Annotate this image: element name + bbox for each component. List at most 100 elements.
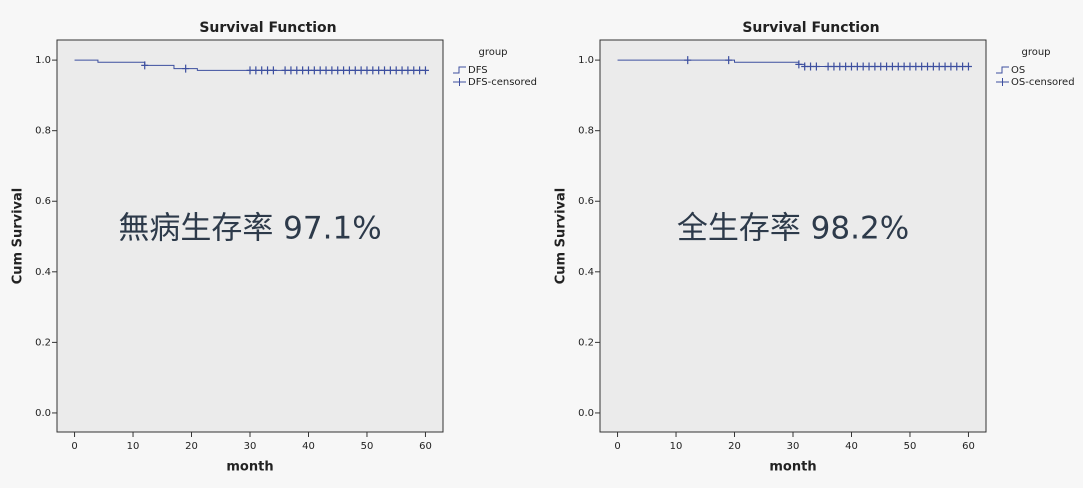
legend-title: group — [478, 47, 507, 58]
x-tick-label: 10 — [670, 441, 683, 452]
plot-area — [599, 39, 987, 433]
censor-mark — [386, 66, 394, 75]
censor-mark — [410, 66, 418, 75]
x-tick-label: 60 — [962, 441, 975, 452]
censor-mark — [959, 62, 967, 71]
censor-mark — [340, 66, 348, 75]
chart: Survival Function month Cum Survival 無病生存率 … — [11, 20, 537, 475]
censor-mark — [357, 66, 365, 75]
censor-mark — [964, 62, 972, 71]
censor-mark — [299, 66, 307, 75]
censor-mark — [929, 62, 937, 71]
censor-mark — [252, 66, 260, 75]
censor-mark — [334, 66, 342, 75]
x-tick-label: 60 — [419, 441, 432, 452]
censor-mark — [421, 66, 429, 75]
censor-mark — [953, 62, 961, 71]
y-tick-label: 1.0 — [35, 55, 51, 66]
censor-mark — [398, 66, 406, 75]
chart-title: Survival Function — [199, 20, 336, 36]
censor-mark — [888, 62, 896, 71]
y-tick-label: 0.2 — [578, 337, 594, 348]
censor-mark — [812, 62, 820, 71]
x-tick-label: 30 — [787, 441, 800, 452]
x-tick-label: 20 — [185, 441, 198, 452]
y-tick-label: 0.4 — [35, 267, 51, 278]
y-axis-label: Cum Survival — [554, 188, 569, 285]
censor-mark — [824, 62, 832, 71]
censor-mark — [322, 66, 330, 75]
censor-mark — [842, 62, 850, 71]
x-tick-label: 30 — [244, 441, 257, 452]
censor-mark — [328, 66, 336, 75]
censor-mark — [801, 62, 809, 71]
x-tick-label: 40 — [845, 441, 858, 452]
y-tick-label: 0.0 — [35, 408, 51, 419]
censor-mark — [883, 62, 891, 71]
legend-symbol — [453, 66, 466, 74]
y-axis-label: Cum Survival — [11, 188, 26, 285]
censor-mark — [345, 66, 353, 75]
chart: Survival Function month Cum Survival 全生存率 9… — [554, 20, 1075, 475]
legend-label: OS-censored — [1011, 77, 1075, 88]
y-tick-label: 0.2 — [35, 337, 51, 348]
censor-mark — [304, 66, 312, 75]
x-tick-label: 0 — [614, 441, 620, 452]
censor-mark — [912, 62, 920, 71]
y-tick-label: 0.6 — [578, 196, 594, 207]
censor-mark — [287, 66, 295, 75]
censor-mark — [404, 66, 412, 75]
censor-mark — [877, 62, 885, 71]
survival-line — [74, 59, 426, 71]
censor-mark — [853, 62, 861, 71]
censor-mark — [924, 62, 932, 71]
legend-label: DFS — [468, 65, 488, 76]
legend-label: DFS-censored — [468, 77, 537, 88]
censor-mark — [941, 62, 949, 71]
plot-area — [56, 39, 444, 433]
censor-mark — [381, 66, 389, 75]
chart-title: Survival Function — [742, 20, 879, 36]
censor-mark — [918, 62, 926, 71]
censor-mark — [363, 66, 371, 75]
censor-mark — [310, 66, 318, 75]
censor-mark — [865, 62, 873, 71]
censor-mark — [935, 62, 943, 71]
censor-mark — [894, 62, 902, 71]
x-tick-label: 0 — [71, 441, 77, 452]
censor-mark — [871, 62, 879, 71]
x-tick-label: 40 — [302, 441, 315, 452]
x-axis-label: month — [769, 460, 816, 475]
x-tick-label: 50 — [361, 441, 374, 452]
y-tick-label: 0.8 — [35, 126, 51, 137]
censor-mark — [795, 60, 803, 69]
censor-mark — [258, 66, 266, 75]
censor-mark — [947, 62, 955, 71]
y-tick-label: 0.8 — [578, 126, 594, 137]
censor-mark — [807, 62, 815, 71]
censor-mark — [836, 62, 844, 71]
censor-mark — [281, 66, 289, 75]
y-tick-label: 1.0 — [578, 55, 594, 66]
censor-mark — [182, 64, 190, 73]
censor-mark — [369, 66, 377, 75]
censor-mark — [316, 66, 324, 75]
censor-mark — [351, 66, 359, 75]
censor-mark — [392, 66, 400, 75]
censor-mark — [859, 62, 867, 71]
censor-mark — [847, 62, 855, 71]
censor-mark — [375, 66, 383, 75]
x-tick-label: 20 — [728, 441, 741, 452]
censor-mark — [246, 66, 254, 75]
x-tick-label: 50 — [904, 441, 917, 452]
legend-symbol — [996, 66, 1009, 74]
annotation: 無病生存率 97.1% — [118, 211, 381, 247]
y-tick-label: 0.6 — [35, 196, 51, 207]
legend-symbol — [996, 78, 1009, 86]
y-tick-label: 0.4 — [578, 267, 594, 278]
legend-symbol — [453, 78, 466, 86]
censor-mark — [684, 56, 692, 65]
annotation: 全生存率 98.2% — [677, 211, 909, 247]
censor-mark — [416, 66, 424, 75]
legend-title: group — [1021, 47, 1050, 58]
